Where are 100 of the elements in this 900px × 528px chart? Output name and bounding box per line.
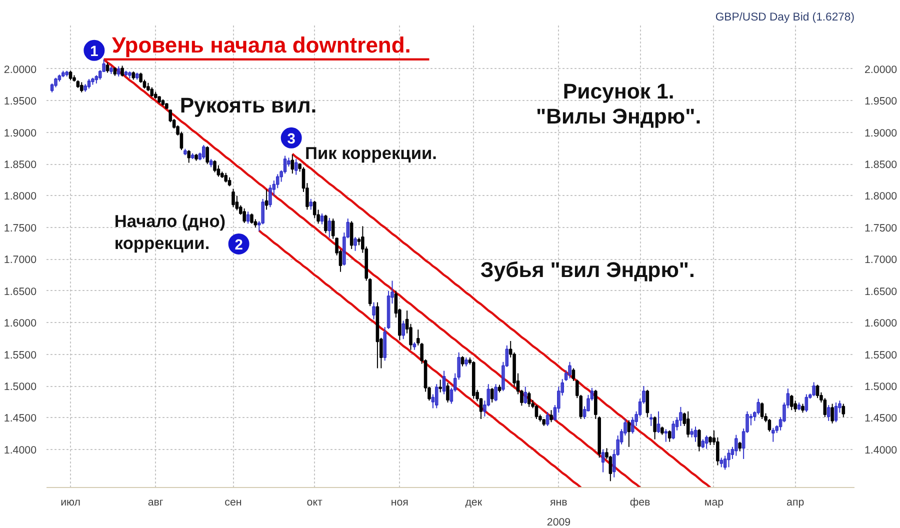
candlestick	[527, 391, 531, 408]
candlestick	[838, 400, 842, 414]
candlestick	[294, 158, 298, 176]
candlestick	[649, 413, 653, 426]
candlestick	[560, 378, 564, 396]
text: 2009	[546, 516, 571, 528]
candlestick	[224, 172, 228, 183]
candlestick	[564, 370, 568, 382]
candlestick	[98, 70, 102, 80]
candlestick	[601, 448, 605, 473]
candlestick	[184, 148, 187, 156]
candlestick	[612, 448, 616, 478]
candlestick	[486, 384, 490, 407]
candlestick	[723, 455, 727, 470]
candlestick	[94, 74, 98, 84]
candlestick	[590, 387, 594, 402]
annotation: Пик коррекции.	[305, 142, 437, 163]
candlestick	[550, 410, 553, 423]
candlestick	[797, 402, 801, 411]
candlestick	[250, 213, 254, 224]
candlestick	[290, 154, 294, 174]
x-tick-label: сен	[224, 496, 242, 508]
candlestick	[102, 58, 106, 73]
candlestick	[120, 65, 124, 78]
candlestick	[320, 213, 324, 225]
candlestick	[135, 72, 139, 80]
candlestick	[261, 198, 264, 225]
candlestick	[442, 370, 446, 395]
y-tick-label: 1.5500	[4, 349, 37, 362]
candlestick	[502, 361, 505, 392]
candlestick	[778, 416, 782, 431]
candlestick	[202, 144, 206, 160]
candlestick	[276, 174, 280, 189]
candlestick	[206, 146, 210, 165]
candlestick	[553, 404, 557, 421]
x-tick-label: апр	[786, 496, 804, 508]
candlestick	[431, 394, 435, 409]
candlestick	[283, 155, 287, 174]
candlestick	[209, 158, 213, 168]
annotation: Зубья "вил Эндрю".	[480, 258, 695, 282]
y2-tick-label: 1.7500	[864, 222, 898, 234]
candlestick	[727, 448, 730, 468]
candlestick	[54, 77, 58, 88]
y-tick-label: 1.4500	[4, 412, 37, 425]
candlestick	[656, 410, 660, 434]
candlestick	[730, 446, 734, 460]
y2-tick-label: 1.9500	[864, 96, 898, 108]
candlestick	[190, 152, 194, 160]
candlestick	[830, 403, 834, 424]
candlestick	[287, 157, 290, 168]
candlestick	[690, 428, 694, 438]
candlestick	[756, 398, 760, 416]
candlestick	[128, 70, 132, 79]
candlestick	[242, 208, 246, 224]
candlestick	[704, 434, 708, 450]
candlestick	[372, 302, 376, 320]
candlestick	[668, 430, 672, 442]
candlestick	[790, 394, 794, 411]
y-tick-label: 1.5000	[4, 381, 37, 394]
candlestick	[264, 188, 268, 210]
candlestick	[786, 388, 790, 409]
candlestick	[457, 352, 460, 380]
candlestick	[187, 150, 191, 164]
x-tick-label: янв	[550, 496, 568, 508]
candlestick	[768, 418, 772, 432]
candlestick	[746, 410, 749, 434]
candlestick	[760, 402, 764, 420]
candlestick	[653, 416, 656, 440]
candlestick	[646, 389, 650, 418]
candlestick	[87, 78, 91, 90]
candlestick	[483, 400, 486, 417]
candlestick	[383, 326, 387, 362]
candlestick	[686, 410, 690, 438]
candlestick	[257, 220, 261, 232]
candlestick	[412, 342, 416, 350]
candlestick	[664, 428, 668, 442]
candlestick	[568, 361, 572, 379]
y-tick-label: 1.6500	[4, 286, 37, 298]
candlestick	[775, 424, 778, 434]
y-tick-label: 1.9000	[4, 127, 37, 140]
y2-tick-label: 2.0000	[864, 64, 898, 76]
candlestick	[65, 70, 68, 78]
x-tick-label: мар	[704, 496, 724, 508]
candlestick	[834, 402, 838, 423]
candlestick	[198, 152, 202, 161]
x-tick-label: июл	[60, 496, 81, 508]
candlestick	[620, 428, 624, 445]
annotation: Уровень начала downtrend.	[112, 32, 411, 58]
x-tick-label: авг	[148, 496, 164, 508]
y2-tick-label: 1.7000	[864, 254, 898, 266]
y-tick-label: 2.0000	[4, 64, 37, 76]
candlestick	[808, 393, 812, 400]
candlestick	[460, 356, 464, 367]
candlestick	[742, 428, 746, 460]
candlestick	[246, 211, 250, 224]
candlestick	[58, 74, 62, 82]
candlestick	[679, 406, 682, 426]
annotation: Начало (дно) коррекции.	[114, 210, 226, 253]
candlestick	[749, 413, 753, 426]
candlestick	[616, 434, 620, 456]
